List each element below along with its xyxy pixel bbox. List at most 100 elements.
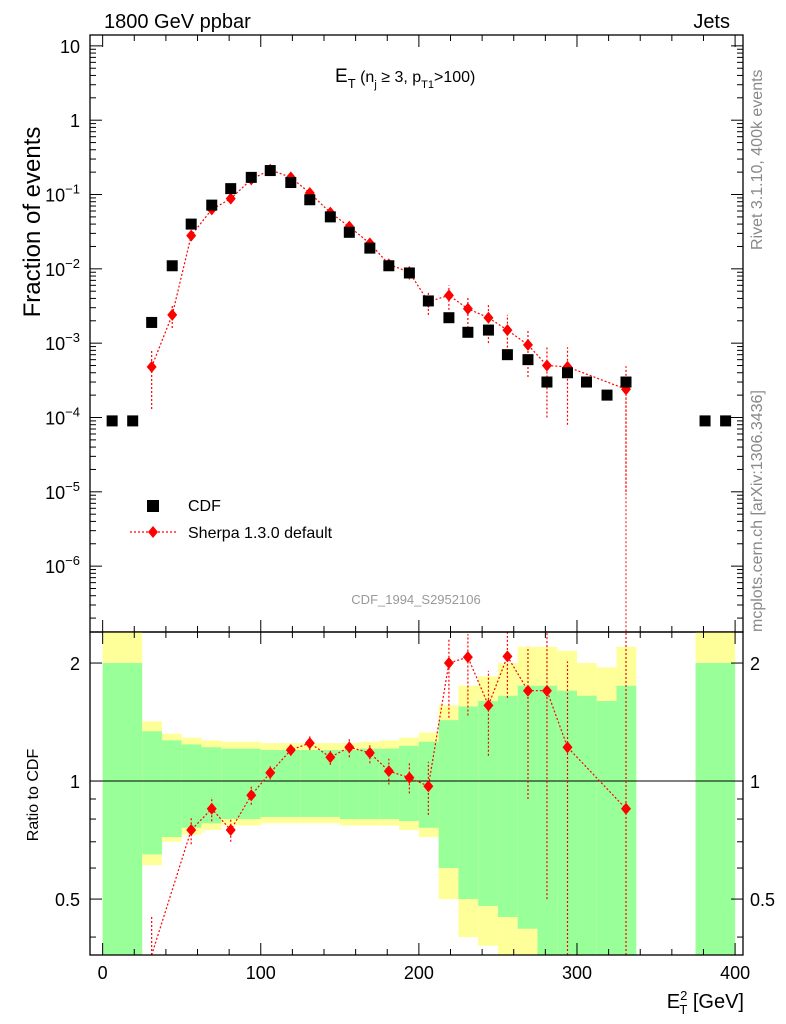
data-point — [166, 260, 178, 272]
ratio-point — [483, 699, 494, 712]
ratio-point — [246, 789, 257, 802]
data-point — [443, 312, 455, 324]
data-point — [146, 316, 158, 328]
mc-point — [522, 338, 533, 351]
main-series-group — [106, 163, 732, 632]
ratio-point — [265, 766, 276, 779]
mc-point — [225, 192, 236, 205]
ratio-y-tick-label: 0.5 — [55, 890, 80, 910]
ratio-band-inner — [576, 695, 597, 955]
data-point — [185, 218, 197, 230]
ratio-y-axis-label: Ratio to CDF — [25, 749, 42, 842]
observable-label: ET (nj ≥ 3, pT1>100) — [335, 66, 475, 91]
main-panel: 10−6 10−5 10−4 10−3 10−2 10−1 1 10 ET (nj ≥ 3, … — [45, 34, 744, 633]
ratio-band-inner — [102, 663, 143, 955]
ratio-line — [151, 655, 627, 956]
data-point — [403, 267, 415, 279]
ratio-point — [462, 651, 473, 664]
ratio-band-inner — [458, 706, 479, 900]
ratio-band-inner — [339, 750, 360, 820]
ratio-point — [541, 684, 552, 697]
ratio-point — [285, 744, 296, 757]
data-point — [620, 376, 632, 388]
x-tick-label: 400 — [720, 963, 750, 983]
main-y-tick-label: 1 — [70, 111, 80, 131]
data-point — [601, 389, 613, 401]
data-point — [245, 171, 257, 183]
data-point — [304, 194, 316, 206]
data-point — [206, 199, 218, 211]
ratio-panel: 0.5 0.5 1 1 2 2 0 100 200 300 400 — [55, 631, 775, 983]
data-point — [343, 226, 355, 238]
ratio-point — [443, 657, 454, 670]
data-point — [501, 349, 513, 361]
x-tick-label: 300 — [562, 963, 592, 983]
main-frame — [89, 34, 744, 633]
ratio-band-inner — [438, 720, 459, 869]
ratio-band-inner — [221, 748, 241, 820]
data-point — [324, 211, 336, 223]
ratio-band-inner — [695, 663, 736, 955]
data-point — [106, 415, 118, 427]
ratio-y-tick-label-right: 0.5 — [750, 890, 775, 910]
data-point — [482, 324, 494, 336]
ratio-band-inner — [240, 748, 261, 820]
mc-point — [167, 308, 178, 321]
legend-cdf-marker — [147, 500, 159, 512]
x-axis-label: E2 T [GeV] — [667, 988, 744, 1017]
ratio-point — [225, 824, 236, 837]
data-point — [462, 326, 474, 338]
data-point — [127, 415, 139, 427]
ratio-frame — [89, 631, 744, 956]
data-point — [580, 376, 592, 388]
x-tick-label: 0 — [98, 963, 108, 983]
main-axis-ticks: 10−6 10−5 10−4 10−3 10−2 10−1 1 10 — [45, 35, 743, 632]
ratio-band-inner — [497, 695, 518, 918]
mc-line — [151, 169, 627, 390]
ratio-uncertainty-bands — [102, 632, 736, 955]
data-point — [561, 367, 573, 379]
legend-cdf-label: CDF — [188, 498, 221, 515]
ratio-band-inner — [161, 740, 182, 837]
mc-point — [146, 360, 157, 373]
ratio-band-inner — [537, 685, 558, 955]
ratio-band-inner — [260, 750, 281, 817]
main-y-tick-label: 10−1 — [45, 182, 80, 206]
data-point — [522, 354, 534, 366]
ratio-y-tick-label-right: 2 — [750, 654, 760, 674]
top-y-axis-label: Fraction of events — [19, 127, 46, 318]
ratio-band-inner — [201, 747, 222, 824]
ratio-band-inner — [359, 748, 380, 820]
header-left-text: 1800 GeV ppbar — [104, 11, 251, 33]
ratio-series-group — [151, 632, 631, 956]
main-y-tick-label: 10−5 — [45, 479, 80, 503]
ratio-band-inner — [142, 731, 162, 855]
data-point — [541, 376, 553, 388]
mc-point — [462, 302, 473, 315]
ratio-point — [325, 751, 336, 764]
ratio-point — [383, 765, 394, 778]
data-point — [383, 260, 395, 272]
analysis-watermark: CDF_1994_S2952106 — [351, 592, 480, 607]
ratio-y-tick-label: 2 — [70, 654, 80, 674]
ratio-band-inner — [300, 750, 321, 817]
data-point — [422, 295, 434, 307]
data-point — [264, 165, 276, 177]
legend: CDF Sherpa 1.3.0 default — [130, 498, 333, 542]
ratio-point — [620, 802, 631, 815]
main-y-tick-label: 10−6 — [45, 553, 80, 577]
legend-sherpa-label: Sherpa 1.3.0 default — [188, 525, 333, 542]
mc-point — [502, 324, 513, 337]
ratio-band-inner — [596, 701, 617, 955]
data-point — [225, 183, 237, 195]
x-tick-label: 100 — [246, 963, 276, 983]
mc-point — [541, 359, 552, 372]
ratio-point — [186, 824, 197, 837]
ratio-point — [344, 741, 355, 754]
ratio-axis-ticks: 0.5 0.5 1 1 2 2 0 100 200 300 400 — [55, 632, 775, 983]
ratio-point — [206, 802, 217, 815]
x-tick-label: 200 — [404, 963, 434, 983]
mc-point — [443, 289, 454, 302]
main-y-tick-label: 10−4 — [45, 404, 80, 428]
